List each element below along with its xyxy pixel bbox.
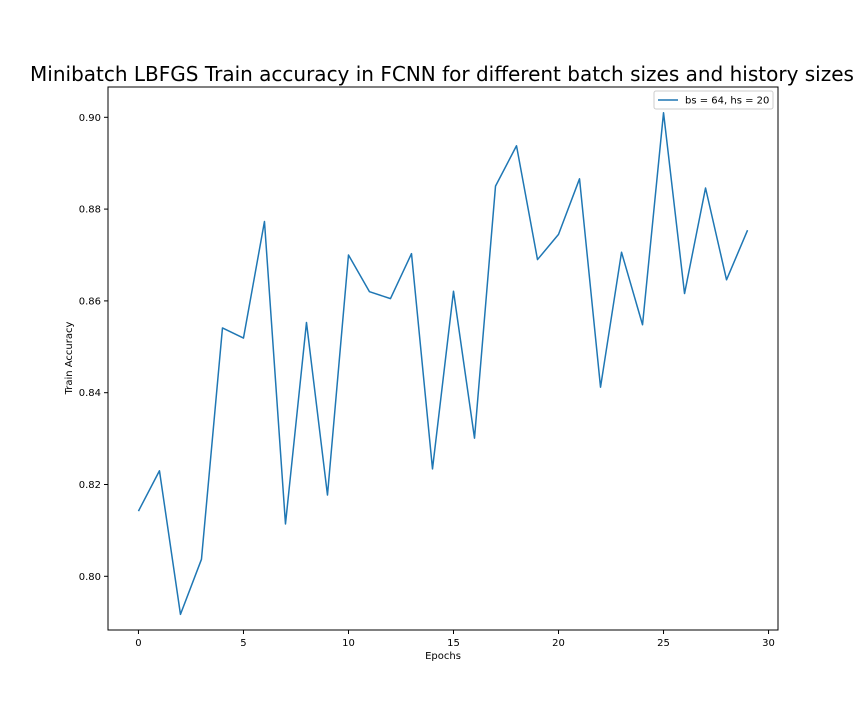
x-tick-label: 0 xyxy=(135,638,141,649)
x-tick-label: 5 xyxy=(240,638,246,649)
y-tick-label: 0.80 xyxy=(79,572,101,583)
legend: bs = 64, hs = 20 xyxy=(653,90,774,110)
x-tick-label: 30 xyxy=(762,638,775,649)
legend-label: bs = 64, hs = 20 xyxy=(685,96,769,107)
x-tick-label: 10 xyxy=(342,638,355,649)
x-tick-label: 20 xyxy=(552,638,565,649)
y-tick-label: 0.84 xyxy=(79,388,101,399)
x-axis: 0 5 10 15 20 25 30 xyxy=(135,630,775,649)
chart-title: Minibatch LBFGS Train accuracy in FCNN f… xyxy=(30,62,854,86)
x-tick-label: 15 xyxy=(447,638,460,649)
plot-frame xyxy=(107,86,779,631)
y-tick-label: 0.90 xyxy=(79,113,101,124)
y-axis: 0.80 0.82 0.84 0.86 0.88 0.90 xyxy=(79,113,108,583)
y-axis-label: Train Accuracy xyxy=(64,322,75,396)
plot-area xyxy=(107,86,779,631)
x-axis-label: Epochs xyxy=(425,651,461,662)
x-tick-label: 25 xyxy=(657,638,670,649)
y-tick-label: 0.88 xyxy=(79,205,101,216)
y-tick-label: 0.86 xyxy=(79,296,101,307)
legend-box xyxy=(653,90,774,110)
series-line xyxy=(137,111,749,616)
y-tick-label: 0.82 xyxy=(79,480,101,491)
